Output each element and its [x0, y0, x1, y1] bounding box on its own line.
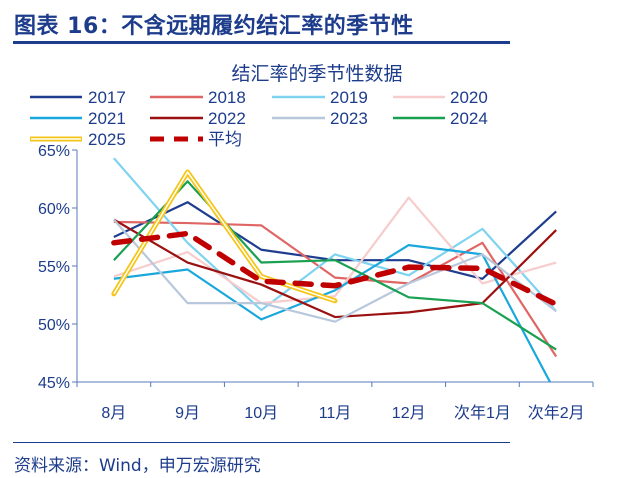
y-tick-label: 55% — [38, 259, 70, 276]
legend-label: 2023 — [330, 109, 368, 128]
x-tick-label: 次年1月 — [454, 404, 511, 422]
series-line-2024 — [113, 180, 557, 351]
y-tick-label: 60% — [38, 201, 70, 218]
x-tick-label: 次年2月 — [528, 404, 585, 422]
series-line-2023 — [113, 218, 557, 323]
series-line-2020 — [113, 196, 557, 305]
legend-label: 2022 — [208, 109, 246, 128]
legend-label: 2024 — [450, 109, 488, 128]
series-line-2025-inner — [113, 171, 336, 302]
series-line-2021 — [113, 244, 552, 382]
x-tick-label: 9月 — [175, 405, 200, 422]
footer-divider — [13, 442, 510, 443]
y-tick-label: 65% — [38, 143, 70, 160]
series-line-平均 — [111, 230, 559, 308]
legend-label: 平均 — [208, 130, 242, 149]
x-tick-label: 8月 — [101, 405, 126, 422]
legend-label: 2019 — [330, 88, 368, 107]
legend-label: 2020 — [450, 88, 488, 107]
chart-title: 结汇率的季节性数据 — [231, 63, 402, 85]
plot-area — [111, 157, 559, 382]
source-note: 资料来源：Wind，申万宏源研究 — [14, 456, 261, 476]
title-underline — [13, 41, 510, 44]
y-tick-label: 50% — [38, 317, 70, 334]
x-tick-label: 12月 — [392, 405, 426, 422]
y-tick-label: 45% — [38, 375, 70, 392]
x-tick-label: 11月 — [319, 405, 352, 422]
legend-label: 2018 — [208, 88, 246, 107]
legend-label: 2021 — [88, 109, 126, 128]
legend-label: 2017 — [88, 88, 126, 107]
series-line-2019 — [113, 157, 557, 312]
x-tick-label: 10月 — [244, 405, 278, 422]
line-chart: 结汇率的季节性数据 2017 2018 2019 2020 2021 2022 2023 202… — [30, 63, 594, 422]
figure-title: 图表 16：不含远期履约结汇率的季节性 — [14, 14, 414, 39]
legend-label: 2025 — [88, 130, 126, 149]
series-line-2018 — [113, 220, 558, 358]
